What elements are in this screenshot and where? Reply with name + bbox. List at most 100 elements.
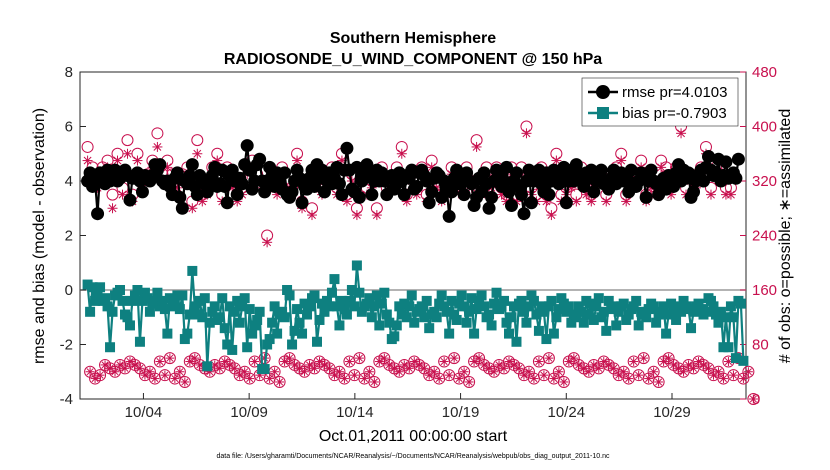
bias-point — [504, 328, 515, 339]
possible-obs-marker — [163, 352, 176, 365]
assimilated-obs-marker — [349, 370, 359, 380]
bias-point — [184, 309, 195, 320]
possible-obs-marker — [151, 127, 164, 140]
bias-point — [302, 309, 313, 320]
assimilated-obs-marker — [262, 237, 273, 248]
rmse-point — [542, 188, 556, 202]
assimilated-obs-marker — [107, 203, 118, 214]
bias-point — [700, 306, 711, 317]
assimilated-obs-marker — [95, 370, 105, 380]
bias-point — [561, 306, 572, 317]
rmse-point — [425, 185, 439, 199]
bias-point — [446, 295, 457, 306]
assimilated-obs-marker — [404, 363, 414, 373]
bias-point — [708, 301, 719, 312]
possible-obs-marker — [363, 365, 376, 378]
assimilated-obs-marker — [616, 155, 627, 166]
rmse-point — [123, 193, 137, 207]
bias-point — [115, 285, 126, 295]
y2-tick-label: 80 — [752, 337, 769, 354]
rmse-point — [352, 190, 366, 204]
possible-obs-marker — [647, 365, 660, 378]
bias-point — [651, 317, 662, 328]
assimilated-obs-marker — [105, 363, 115, 373]
bias-point — [563, 301, 574, 312]
assimilated-obs-marker — [160, 370, 170, 380]
bias-point — [304, 301, 315, 312]
rmse-point — [175, 201, 189, 215]
legend-rmse-marker — [596, 85, 610, 99]
rmse-point — [335, 188, 349, 202]
assimilated-obs-marker — [180, 377, 190, 387]
bias-point — [658, 301, 669, 312]
bias-point — [546, 295, 557, 306]
bias-point — [511, 336, 522, 347]
rmse-point — [639, 190, 653, 204]
bias-point — [232, 295, 243, 306]
bias-point — [730, 353, 741, 364]
rmse-point — [587, 185, 601, 199]
bias-point — [409, 317, 420, 328]
bias-point — [618, 298, 629, 309]
assimilated-obs-marker — [369, 377, 379, 387]
bias-point — [429, 306, 440, 317]
bias-point — [351, 260, 362, 271]
y2-tick-label: 240 — [752, 228, 777, 245]
assimilated-obs-marker — [434, 374, 444, 384]
assimilated-obs-marker — [399, 360, 409, 370]
bias-point — [264, 334, 275, 345]
assimilated-obs-marker — [601, 196, 612, 207]
assimilated-obs-marker — [649, 367, 659, 377]
bias-point — [179, 334, 190, 345]
bias-point — [591, 301, 602, 312]
bias-point — [573, 301, 584, 312]
assimilated-obs-marker — [314, 357, 324, 367]
rmse-point — [504, 199, 518, 213]
bias-point — [713, 317, 724, 328]
bias-point — [641, 312, 652, 323]
assimilated-obs-marker — [713, 367, 723, 377]
x-tick-label: 10/29 — [653, 404, 691, 421]
assimilated-obs-marker — [135, 363, 145, 373]
bias-point — [187, 265, 198, 276]
bias-point — [242, 342, 253, 353]
y2-tick-label: 480 — [752, 64, 777, 81]
bias-point — [207, 306, 218, 317]
bias-point — [553, 304, 564, 315]
bias-point — [566, 317, 577, 328]
rmse-point — [559, 196, 573, 210]
bias-point — [479, 301, 490, 312]
assimilated-obs-marker — [384, 360, 394, 370]
bias-point — [329, 274, 340, 285]
bias-point — [391, 320, 402, 331]
possible-obs-marker — [747, 393, 760, 405]
x-tick-label: 10/24 — [548, 404, 586, 421]
bias-point — [252, 314, 263, 325]
bias-point — [134, 336, 145, 347]
bias-point — [459, 301, 470, 312]
bias-point — [247, 328, 258, 339]
assimilated-obs-marker — [609, 363, 619, 373]
bias-point — [541, 334, 552, 345]
assimilated-obs-marker — [354, 353, 364, 363]
rmse-point — [183, 169, 197, 183]
bias-point — [297, 328, 308, 339]
bias-point — [331, 301, 342, 312]
bias-point — [259, 364, 270, 375]
bias-point — [536, 301, 547, 312]
data-file-footnote: data file: /Users/gharamti/Documents/NCA… — [216, 453, 610, 460]
bias-point — [633, 320, 644, 331]
assimilated-obs-marker — [559, 377, 569, 387]
bias-point — [339, 304, 350, 315]
bias-point — [204, 317, 215, 328]
assimilated-obs-marker — [705, 189, 716, 200]
rmse-point — [332, 177, 346, 191]
assimilated-obs-marker — [571, 196, 582, 207]
bias-point — [152, 287, 163, 298]
bias-point — [444, 328, 455, 339]
bias-point — [197, 312, 208, 323]
assimilated-obs-marker — [464, 377, 474, 387]
bias-point — [416, 301, 427, 312]
x-axis-label: Oct.01,2011 00:00:00 start — [319, 428, 508, 445]
assimilated-obs-marker — [192, 148, 203, 159]
